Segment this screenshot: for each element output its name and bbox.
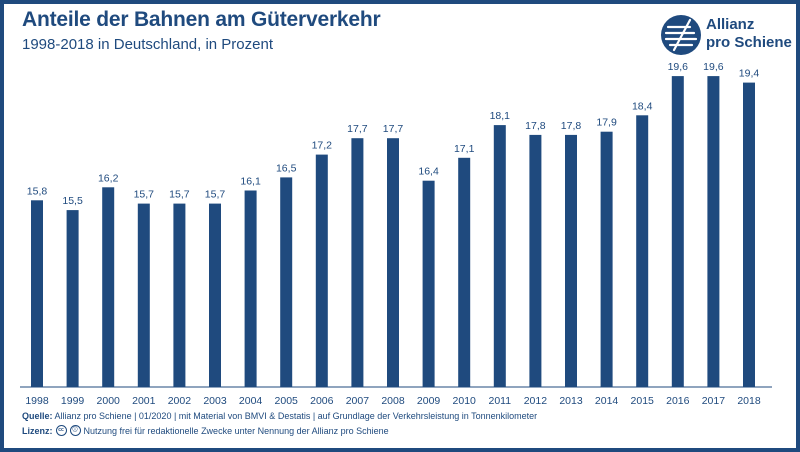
bar-2002	[173, 203, 186, 387]
license-text: Nutzung frei für redaktionelle Zwecke un…	[83, 425, 389, 436]
x-tick-2014: 2014	[595, 395, 619, 407]
x-tick-2002: 2002	[168, 395, 192, 407]
bar-2008	[387, 138, 399, 387]
x-tick-2017: 2017	[702, 395, 726, 407]
bar-2006	[315, 154, 328, 387]
x-tick-2011: 2011	[489, 395, 512, 407]
value-label-2017: 19,6	[703, 61, 724, 73]
value-labels-group: 15,8 15,5 16,2 15,7 15,7 15,7 16,1 16,5 17,2 17,7…	[27, 61, 760, 207]
cc-license-icon: cc	[55, 425, 67, 436]
bar-2011	[493, 125, 506, 387]
source-text: Allianz pro Schiene | 01/2020 | mit Mate…	[54, 411, 538, 421]
bar-2000	[102, 187, 115, 387]
bar-2003	[209, 203, 221, 387]
allianz-logo-icon	[661, 15, 701, 55]
bar-2017	[707, 76, 720, 387]
value-label-2006: 17,2	[312, 140, 333, 152]
bars-group	[31, 76, 755, 388]
value-label-2007: 17,7	[347, 123, 368, 135]
x-tick-1998: 1998	[25, 395, 49, 407]
bar-2007	[351, 138, 364, 387]
attribution-icon: ⓘ	[69, 425, 81, 436]
value-label-2011: 18,1	[490, 110, 511, 122]
source-label: Quelle:	[22, 411, 53, 421]
bar-2013	[565, 134, 577, 387]
bar-2005	[280, 177, 293, 387]
x-tick-2012: 2012	[524, 395, 548, 407]
x-tick-2005: 2005	[275, 395, 299, 407]
logo-text: Allianz pro Schiene	[706, 16, 792, 52]
bar-2004	[244, 190, 257, 387]
x-tick-2007: 2007	[346, 395, 370, 407]
x-tick-2001: 2001	[132, 395, 156, 407]
value-label-2008: 17,7	[383, 123, 404, 135]
chart-subtitle: 1998-2018 in Deutschland, in Prozent	[22, 36, 274, 53]
bar-2016	[671, 76, 684, 387]
x-tick-2018: 2018	[737, 395, 761, 407]
value-label-2010: 17,1	[454, 143, 475, 155]
x-tick-2000: 2000	[97, 395, 121, 407]
source-line: Quelle: Allianz pro Schiene | 01/2020 | …	[22, 411, 537, 421]
x-tick-1999: 1999	[61, 395, 85, 407]
x-tick-2006: 2006	[310, 395, 334, 407]
value-label-2002: 15,7	[169, 189, 190, 201]
value-label-2013: 17,8	[561, 120, 582, 132]
x-tick-2015: 2015	[631, 395, 655, 407]
value-label-2009: 16,4	[418, 166, 439, 178]
x-tick-2003: 2003	[203, 395, 227, 407]
value-label-2015: 18,4	[632, 100, 653, 112]
value-label-2014: 17,9	[596, 117, 617, 129]
value-label-2018: 19,4	[739, 68, 760, 80]
bar-1999	[66, 210, 79, 387]
allianz-logo: Allianz pro Schiene	[660, 14, 792, 56]
value-label-2001: 15,7	[134, 189, 155, 201]
chart-title: Anteile der Bahnen am Güterverkehr	[22, 8, 381, 31]
value-label-1998: 15,8	[27, 185, 48, 197]
x-tick-2009: 2009	[417, 395, 441, 407]
x-tick-2004: 2004	[239, 395, 263, 407]
value-label-2004: 16,1	[240, 176, 261, 188]
bar-2001	[137, 203, 150, 387]
x-tick-2010: 2010	[453, 395, 477, 407]
bar-1998	[31, 200, 43, 387]
bar-2014	[600, 131, 613, 387]
value-label-1999: 15,5	[62, 195, 83, 207]
x-tick-2013: 2013	[559, 395, 583, 407]
x-tick-2016: 2016	[666, 395, 690, 407]
value-label-2005: 16,5	[276, 162, 297, 174]
x-tick-labels-group: 1998 1999 2000 2001 2002 2003 2004 2005 2006 2007…	[25, 395, 761, 407]
bar-2012	[529, 134, 542, 387]
value-label-2012: 17,8	[525, 120, 546, 132]
bar-2015	[636, 115, 649, 388]
bar-2010	[458, 157, 471, 387]
logo-line-2: pro Schiene	[706, 34, 792, 51]
license-line: Lizenz: cc ⓘ Nutzung frei für redaktione…	[22, 425, 389, 436]
logo-line-1: Allianz	[706, 16, 755, 33]
value-label-2003: 15,7	[205, 189, 226, 201]
value-label-2016: 19,6	[668, 61, 689, 73]
x-tick-2008: 2008	[381, 395, 405, 407]
bar-2018	[743, 82, 755, 387]
license-label: Lizenz:	[22, 425, 53, 436]
bar-2009	[422, 180, 435, 387]
value-label-2000: 16,2	[98, 172, 119, 184]
